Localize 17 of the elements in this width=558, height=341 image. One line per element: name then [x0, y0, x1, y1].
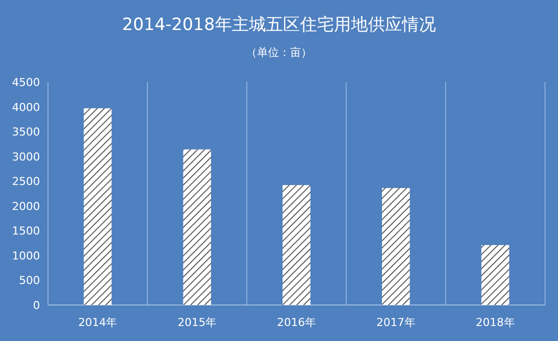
- x-tick-label: 2015年: [178, 316, 217, 329]
- y-tick-label: 2500: [12, 175, 40, 188]
- chart-subtitle: （单位：亩）: [246, 46, 312, 59]
- y-tick-label: 2000: [12, 200, 40, 213]
- x-tick-label: 2017年: [376, 316, 416, 329]
- chart-title: 2014-2018年主城五区住宅用地供应情况: [122, 15, 436, 35]
- x-tick-label: 2016年: [277, 316, 316, 329]
- y-tick-label: 4500: [12, 76, 40, 89]
- y-tick-label: 500: [19, 274, 40, 288]
- x-tick-label: 2014年: [78, 316, 118, 329]
- x-tick-label: 2018年: [476, 316, 515, 329]
- y-tick-label: 1500: [12, 224, 40, 238]
- y-tick-label: 4000: [12, 100, 40, 114]
- y-tick-label: 0: [33, 299, 40, 312]
- y-tick-label: 3500: [12, 126, 40, 139]
- y-tick-label: 1000: [12, 249, 40, 262]
- y-tick-label: 3000: [12, 150, 40, 164]
